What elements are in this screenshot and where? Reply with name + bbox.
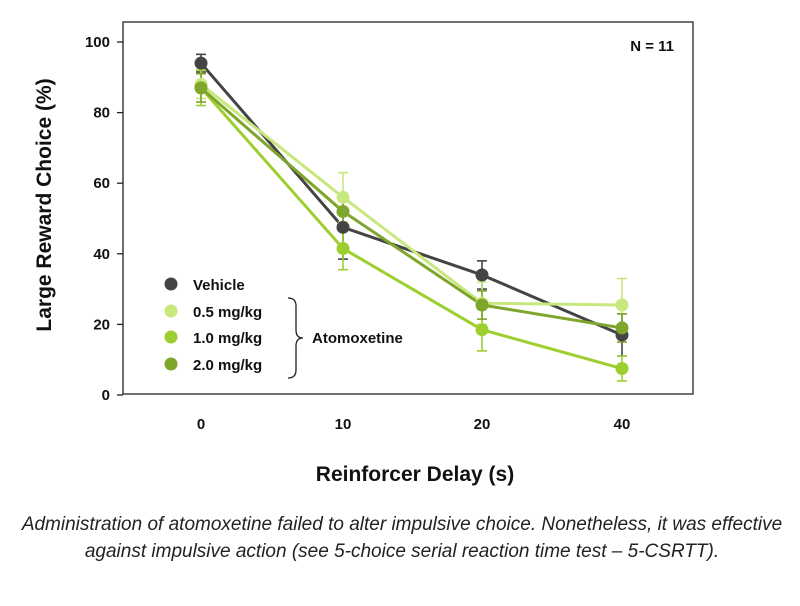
y-tick-label: 0 xyxy=(102,387,110,404)
legend-label-vehicle: Vehicle xyxy=(193,277,245,294)
figure-caption: Administration of atomoxetine failed to … xyxy=(21,514,783,562)
legend: Vehicle 0.5 mg/kg 1.0 mg/kg 2.0 mg/kg Atomox… xyxy=(164,277,403,379)
plot-frame xyxy=(122,21,694,395)
legend-label-0-5-mg-kg: 0.5 mg/kg xyxy=(193,304,262,321)
data-point-2-0-mg-kg xyxy=(194,81,208,95)
series-line-0-5-mg-kg xyxy=(200,83,623,307)
series-line-1-0-mg-kg xyxy=(199,86,623,370)
data-point-0-5-mg-kg xyxy=(615,298,629,312)
y-tick-label: 60 xyxy=(93,175,110,192)
legend-label-1-0-mg-kg: 1.0 mg/kg xyxy=(193,330,262,347)
series-line-2-0-mg-kg xyxy=(200,86,623,330)
data-point-vehicle xyxy=(336,220,350,234)
x-tick-label: 0 xyxy=(197,416,205,433)
series-line-vehicle xyxy=(199,62,623,337)
y-tick-label: 20 xyxy=(93,316,110,333)
y-axis: 0 20 40 60 80 100 xyxy=(85,34,123,404)
legend-marker-2-0-mg-kg xyxy=(164,357,178,371)
data-point-2-0-mg-kg xyxy=(615,321,629,335)
y-tick-label: 80 xyxy=(93,105,110,122)
x-axis: 0 10 20 40 xyxy=(197,416,631,433)
legend-marker-0-5-mg-kg xyxy=(164,304,178,318)
data-point-vehicle xyxy=(475,268,489,282)
y-tick-label: 40 xyxy=(93,246,110,263)
series-layer xyxy=(194,53,629,382)
line-chart: 0 20 40 60 80 100 0 10 20 40 N = 11 Vehicle 0.5 m… xyxy=(33,21,694,486)
legend-marker-1-0-mg-kg xyxy=(164,330,178,344)
data-point-0-5-mg-kg xyxy=(336,190,350,204)
annotation-n: N = 11 xyxy=(630,38,674,55)
data-point-1-0-mg-kg xyxy=(475,323,489,337)
y-tick-label: 100 xyxy=(85,34,110,51)
x-tick-label: 40 xyxy=(614,416,631,433)
legend-brace xyxy=(287,297,304,379)
x-axis-title: Reinforcer Delay (s) xyxy=(316,463,514,486)
data-point-2-0-mg-kg xyxy=(475,298,489,312)
x-tick-label: 10 xyxy=(335,416,352,433)
data-point-2-0-mg-kg xyxy=(336,204,350,218)
legend-marker-vehicle xyxy=(164,277,178,291)
legend-group-label: Atomoxetine xyxy=(312,330,403,347)
y-axis-title: Large Reward Choice (%) xyxy=(33,78,56,331)
data-point-1-0-mg-kg xyxy=(615,362,629,376)
data-point-1-0-mg-kg xyxy=(336,242,350,256)
data-point-vehicle xyxy=(194,56,208,70)
legend-label-2-0-mg-kg: 2.0 mg/kg xyxy=(193,357,262,374)
x-tick-label: 20 xyxy=(474,416,491,433)
